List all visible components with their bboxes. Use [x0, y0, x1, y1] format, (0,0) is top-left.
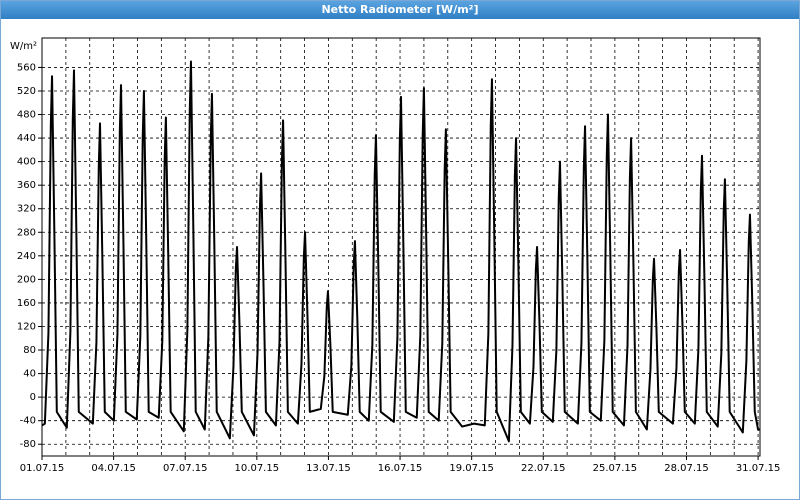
y-tick-label: 240	[17, 251, 36, 262]
y-tick-label: 160	[17, 298, 36, 309]
y-tick-label: 280	[17, 227, 36, 238]
y-tick-label: 400	[17, 157, 36, 168]
y-axis-label: W/m²	[10, 41, 37, 52]
x-tick-label: 31.07.15	[736, 463, 781, 474]
x-tick-label: 19.07.15	[449, 463, 494, 474]
x-tick-label: 25.07.15	[593, 463, 638, 474]
x-tick-label: 04.07.15	[91, 463, 136, 474]
x-tick-label: 07.07.15	[163, 463, 208, 474]
x-tick-label: 10.07.15	[235, 463, 280, 474]
x-tick-label: 13.07.15	[306, 463, 351, 474]
y-tick-label: 320	[17, 204, 36, 215]
y-tick-label: 440	[17, 133, 36, 144]
x-tick-label: 01.07.15	[20, 463, 65, 474]
data-line	[41, 60, 760, 443]
y-tick-label: 520	[17, 86, 36, 97]
x-tick-label: 16.07.15	[378, 463, 423, 474]
y-tick-label: 480	[17, 110, 36, 121]
y-tick-label: 40	[23, 369, 36, 380]
x-tick-label: 28.07.15	[664, 463, 709, 474]
y-tick-label: -40	[20, 416, 36, 427]
y-tick-label: 120	[17, 321, 36, 332]
y-tick-label: 80	[23, 345, 36, 356]
y-tick-label: 200	[17, 274, 36, 285]
chart: W/m² -80 -40 0 40 80 120 160 200 240 280 320 360 400…	[10, 37, 781, 474]
title-bar: Netto Radiometer [W/m²]	[1, 1, 799, 19]
y-tick-label: -80	[20, 439, 36, 450]
y-tick-label: 0	[30, 392, 36, 403]
y-tick-label: 560	[17, 62, 36, 73]
x-tick-label: 22.07.15	[521, 463, 566, 474]
y-tick-label: 360	[17, 180, 36, 191]
